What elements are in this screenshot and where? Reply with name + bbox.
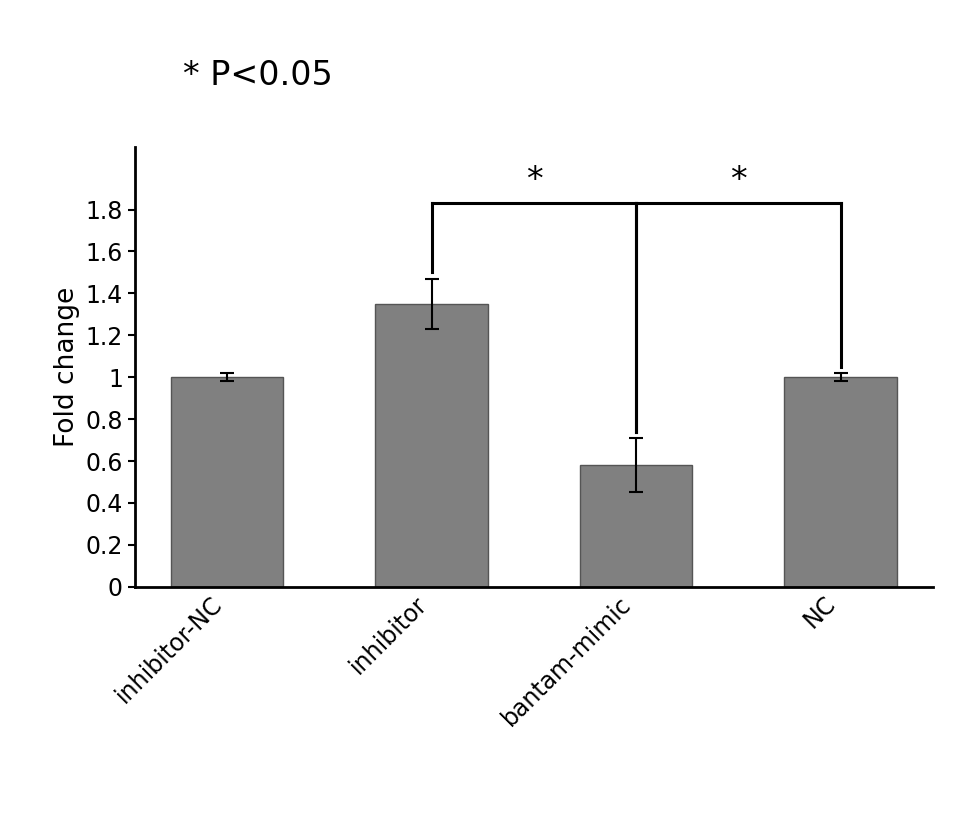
Text: * P<0.05: * P<0.05 <box>183 59 332 91</box>
Y-axis label: Fold change: Fold change <box>54 287 80 447</box>
Bar <box>171 377 283 587</box>
Bar <box>579 465 692 587</box>
Text: *: * <box>729 164 746 197</box>
Bar <box>783 377 896 587</box>
Bar <box>375 304 487 587</box>
Text: *: * <box>525 164 542 197</box>
